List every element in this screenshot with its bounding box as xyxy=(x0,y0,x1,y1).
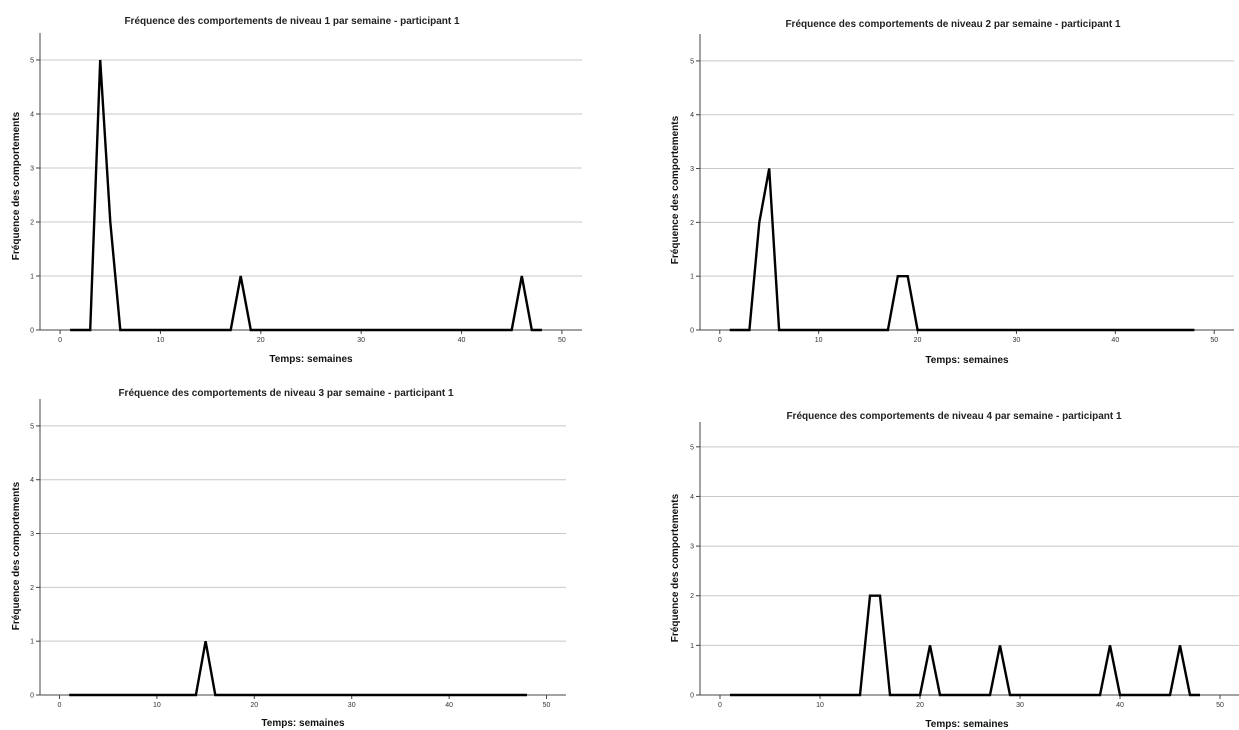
x-tick-label: 30 xyxy=(1013,337,1021,344)
x-tick-label: 30 xyxy=(1016,702,1024,709)
chart-title: Fréquence des comportements de niveau 2 … xyxy=(785,19,1121,30)
y-tick-label: 5 xyxy=(690,58,694,65)
y-tick-label: 3 xyxy=(690,166,694,173)
x-tick-label: 0 xyxy=(718,337,722,344)
y-tick-label: 5 xyxy=(690,444,694,451)
y-tick-label: 3 xyxy=(30,531,34,538)
chart-panel-2: Fréquence des comportements de niveau 2 … xyxy=(620,0,1239,370)
y-tick-label: 4 xyxy=(690,112,694,119)
x-axis-label: Temps: semaines xyxy=(925,719,1009,730)
x-tick-label: 20 xyxy=(257,337,265,344)
x-tick-label: 30 xyxy=(348,702,356,709)
x-tick-label: 40 xyxy=(458,337,466,344)
series-line xyxy=(729,168,1195,332)
line-chart: Fréquence des comportements de niveau 4 … xyxy=(670,411,1239,730)
x-axis-label: Temps: semaines xyxy=(261,718,345,729)
x-tick-label: 10 xyxy=(816,702,824,709)
line-chart: Fréquence des comportements de niveau 1 … xyxy=(11,16,582,365)
y-axis-label: Fréquence des comportements xyxy=(670,115,681,264)
y-tick-label: 3 xyxy=(30,166,34,173)
series-line xyxy=(69,640,527,697)
y-tick-label: 3 xyxy=(690,544,694,551)
chart-title: Fréquence des comportements de niveau 3 … xyxy=(118,388,454,399)
y-axis-label: Fréquence des comportements xyxy=(670,493,681,642)
y-tick-label: 4 xyxy=(30,112,34,119)
x-tick-label: 0 xyxy=(58,702,62,709)
x-tick-label: 10 xyxy=(153,702,161,709)
x-tick-label: 50 xyxy=(1216,702,1224,709)
x-tick-label: 50 xyxy=(1210,337,1218,344)
x-tick-label: 10 xyxy=(157,337,165,344)
x-tick-label: 30 xyxy=(357,337,365,344)
y-tick-label: 0 xyxy=(30,693,34,700)
y-tick-label: 5 xyxy=(30,58,34,65)
y-tick-label: 1 xyxy=(690,274,694,281)
y-tick-label: 4 xyxy=(30,477,34,484)
y-tick-label: 2 xyxy=(690,593,694,600)
line-chart: Fréquence des comportements de niveau 2 … xyxy=(670,19,1234,366)
x-tick-label: 20 xyxy=(250,702,258,709)
y-tick-label: 0 xyxy=(690,328,694,335)
x-axis-label: Temps: semaines xyxy=(925,355,1009,366)
chart-title: Fréquence des comportements de niveau 4 … xyxy=(786,411,1122,422)
x-tick-label: 20 xyxy=(916,702,924,709)
x-tick-label: 10 xyxy=(815,337,823,344)
x-axis-label: Temps: semaines xyxy=(269,354,353,365)
y-tick-label: 2 xyxy=(30,585,34,592)
y-tick-label: 2 xyxy=(690,220,694,227)
y-tick-label: 1 xyxy=(690,643,694,650)
y-axis-label: Fréquence des comportements xyxy=(11,481,22,630)
x-tick-label: 50 xyxy=(558,337,566,344)
x-tick-label: 0 xyxy=(58,337,62,344)
y-tick-label: 0 xyxy=(690,693,694,700)
y-tick-label: 4 xyxy=(690,494,694,501)
line-chart: Fréquence des comportements de niveau 3 … xyxy=(11,388,566,729)
chart-panel-3: Fréquence des comportements de niveau 3 … xyxy=(0,380,600,730)
series-line xyxy=(70,59,542,332)
chart-panel-4: Fréquence des comportements de niveau 4 … xyxy=(620,400,1239,730)
y-tick-label: 0 xyxy=(30,328,34,335)
y-tick-label: 5 xyxy=(30,423,34,430)
y-tick-label: 1 xyxy=(30,274,34,281)
x-tick-label: 50 xyxy=(543,702,551,709)
series-line xyxy=(730,594,1200,697)
x-tick-label: 20 xyxy=(914,337,922,344)
y-tick-label: 1 xyxy=(30,639,34,646)
x-tick-label: 40 xyxy=(1111,337,1119,344)
y-tick-label: 2 xyxy=(30,220,34,227)
x-tick-label: 40 xyxy=(445,702,453,709)
x-tick-label: 0 xyxy=(718,702,722,709)
chart-panel-1: Fréquence des comportements de niveau 1 … xyxy=(0,0,600,370)
y-axis-label: Fréquence des comportements xyxy=(11,111,22,260)
x-tick-label: 40 xyxy=(1116,702,1124,709)
chart-title: Fréquence des comportements de niveau 1 … xyxy=(124,16,460,27)
